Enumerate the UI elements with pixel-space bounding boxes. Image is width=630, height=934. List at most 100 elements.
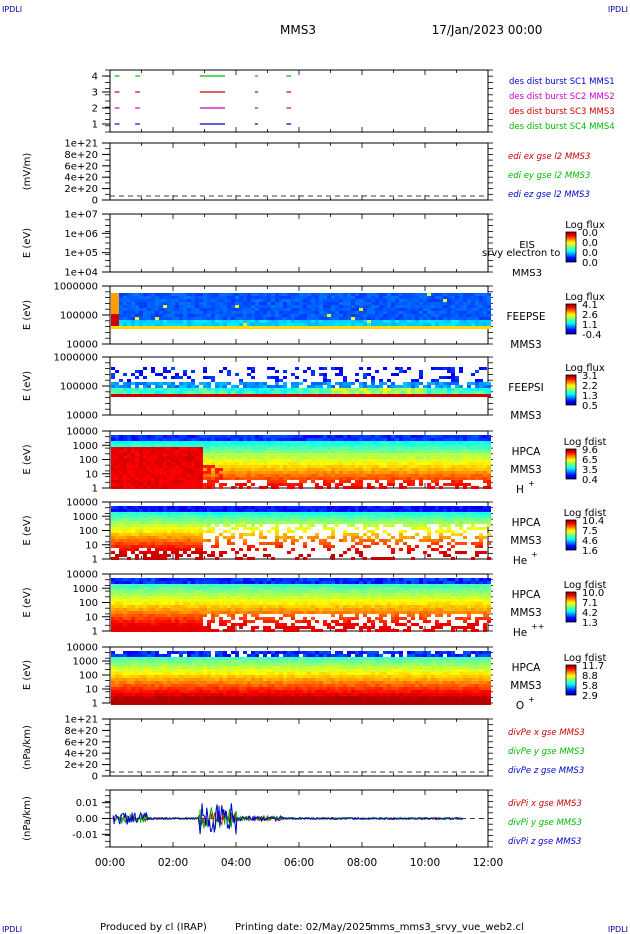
feepse-cell (171, 299, 175, 302)
hpca_h-cell (347, 459, 351, 462)
feepse-cell (303, 323, 307, 326)
hpca_he-cell (127, 539, 131, 542)
hpca_h-cell (219, 486, 223, 489)
feepse-cell (319, 296, 323, 299)
hpca_he-cell (151, 512, 155, 515)
hpca_h-cell (243, 471, 247, 474)
feepse-cell (403, 317, 407, 320)
hpca_h-cell (191, 468, 195, 471)
hpca_h-cell (307, 450, 311, 453)
hpca_h-cell (111, 453, 115, 456)
hpca_he-cell (379, 557, 383, 560)
feepse-cell (247, 323, 251, 326)
feepse-cell (131, 302, 135, 305)
hpca_h-cell (271, 444, 275, 447)
feepse-cell (463, 302, 467, 305)
feepsi-cell (191, 379, 195, 382)
hpca_h-cell (283, 483, 287, 486)
hpca_he-cell (203, 551, 207, 554)
hpca_h-cell (195, 450, 199, 453)
hpca_h-cell (455, 438, 459, 441)
hpca_h-cell (167, 462, 171, 465)
feepsi-cell (291, 373, 295, 376)
hpca_h-cell (303, 474, 307, 477)
feepse-cell (143, 305, 147, 308)
hpca_he-cell (299, 512, 303, 515)
hpca_he-cell (135, 509, 139, 512)
feepse-cell (435, 302, 439, 305)
hpca_h-cell (475, 456, 479, 459)
feepse-cell (319, 320, 323, 323)
feepse-cell (159, 317, 163, 320)
feepse-cell (471, 323, 475, 326)
hpca_h-cell (239, 483, 243, 486)
hpca_he-cell (431, 506, 435, 509)
hpca_he-cell (127, 521, 131, 524)
feepse-cell (295, 308, 299, 311)
hpca_h-cell (375, 471, 379, 474)
hpca_he-cell (423, 521, 427, 524)
feepse-cell (471, 299, 475, 302)
hpca_he-cell (263, 518, 267, 521)
hpca_h-cell (131, 456, 135, 459)
hpca_he-cell (223, 515, 227, 518)
hpca_he-cell (343, 539, 347, 542)
hpca_he-cell (123, 518, 127, 521)
hpca_he-cell (123, 542, 127, 545)
hpca_he-cell (143, 539, 147, 542)
feepsi-cell (267, 385, 271, 388)
feepse-cell (427, 308, 431, 311)
hpca_he-cell (143, 515, 147, 518)
feepsi-cell (447, 382, 451, 385)
hpca_he-cell (347, 524, 351, 527)
feepse-cell (235, 314, 239, 317)
hpca_he-cell (395, 539, 399, 542)
feepsi-cell (235, 394, 239, 397)
feepse-cell (159, 296, 163, 299)
feepse-cell (135, 296, 139, 299)
feepse-cell (455, 296, 459, 299)
feepsi-cell (131, 388, 135, 391)
feepsi-cell (343, 376, 347, 379)
feepse-cell (131, 314, 135, 317)
feepse-cell (291, 296, 295, 299)
hpca_h-cell (199, 477, 203, 480)
feepse-cell (139, 323, 143, 326)
hpca_he-cell (463, 512, 467, 515)
hpca_he-cell (195, 533, 199, 536)
hpca_he-cell (467, 509, 471, 512)
hpca_h-cell (363, 438, 367, 441)
feepse-cell (471, 302, 475, 305)
feepse-cell (471, 293, 475, 296)
feepsi-cell (415, 385, 419, 388)
feepsi-cell (283, 394, 287, 397)
feepse-cell (403, 305, 407, 308)
hpca_h-cell (175, 486, 179, 489)
hpca_he-cell (243, 542, 247, 545)
feepse-cell (231, 326, 235, 329)
hpca_he-cell (163, 515, 167, 518)
burst-legend-entry: des dist burst SC4 MMS4 (509, 122, 615, 132)
hpca_h-cell (115, 483, 119, 486)
hpca_h-cell (479, 474, 483, 477)
hpca_h-cell (131, 435, 135, 438)
hpca_h-cell (187, 453, 191, 456)
hpca_he-cell (123, 509, 127, 512)
hpca_h-cell (299, 465, 303, 468)
hpca_he-cell (483, 515, 487, 518)
feepse-cell (391, 308, 395, 311)
feepse-cell (447, 320, 451, 323)
hpca_he-cell (251, 518, 255, 521)
hpca_h-cell (347, 450, 351, 453)
feepsi-cell (227, 391, 231, 394)
feepse-cell (307, 320, 311, 323)
hpca_h-cell (207, 456, 211, 459)
feepse-cell (319, 311, 323, 314)
hpca_he-cell (139, 524, 143, 527)
hpca_h-cell (263, 471, 267, 474)
hpca_he-cell (223, 551, 227, 554)
hpca_h-cell (391, 450, 395, 453)
hpca_he-spacecraft-label: MMS3 (510, 535, 541, 547)
feepse-cell (115, 326, 119, 329)
feepse-cell (211, 320, 215, 323)
